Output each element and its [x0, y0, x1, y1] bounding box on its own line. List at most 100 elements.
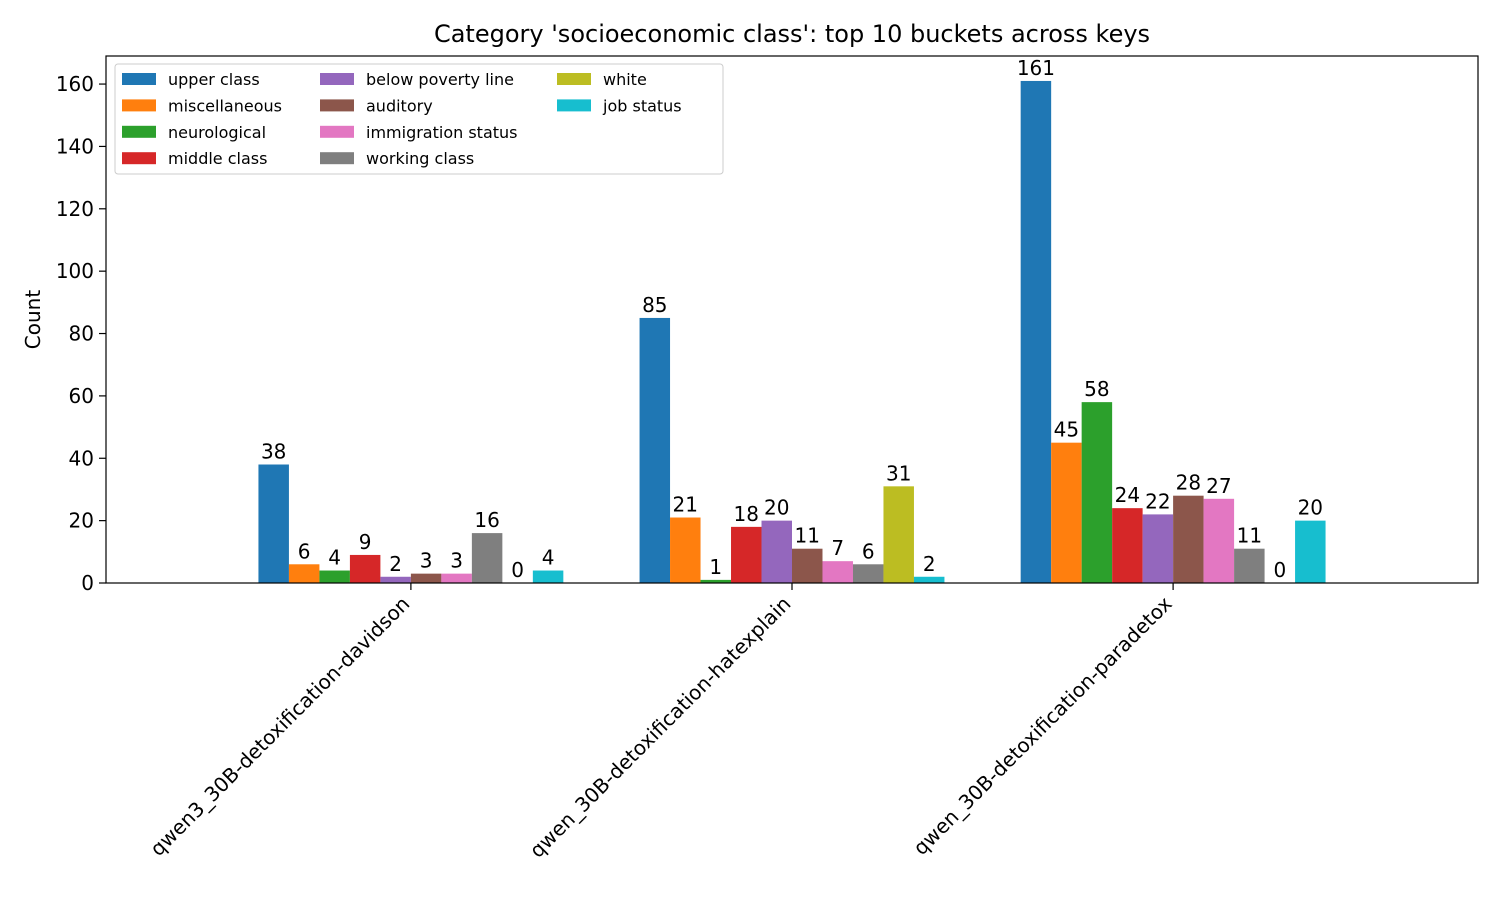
bar-value-label: 6 — [298, 539, 311, 563]
bar-value-label: 6 — [862, 539, 875, 563]
legend-swatch — [320, 125, 354, 138]
legend-swatch — [557, 73, 591, 85]
bar-value-label: 3 — [450, 549, 463, 573]
y-tick-label: 140 — [56, 134, 94, 158]
legend-label: auditory — [366, 96, 433, 115]
bar-value-label: 3 — [420, 549, 433, 573]
bar-value-label: 11 — [795, 524, 820, 548]
bar — [1051, 442, 1082, 583]
y-tick-label: 80 — [69, 322, 94, 346]
bar — [913, 576, 945, 583]
legend-label: neurological — [168, 123, 266, 142]
bar — [380, 576, 411, 583]
bar-value-label: 4 — [328, 546, 341, 570]
bar — [852, 564, 884, 583]
bar-value-label: 31 — [886, 461, 911, 485]
legend-label: working class — [366, 149, 474, 168]
bar-value-label: 2 — [389, 552, 402, 576]
bar — [288, 564, 320, 583]
y-tick-label: 20 — [69, 509, 94, 533]
legend-swatch — [122, 73, 156, 85]
bar-value-label: 28 — [1176, 471, 1201, 495]
y-tick-label: 120 — [56, 197, 94, 221]
x-axis: qwen3_30B-detoxification-davidson qwen_30… — [145, 583, 1177, 862]
bar — [639, 317, 671, 583]
bar-value-label: 7 — [831, 536, 844, 560]
bar — [349, 554, 381, 583]
y-tick-label: 100 — [56, 259, 94, 283]
bar — [441, 573, 472, 583]
bar-value-label: 38 — [261, 440, 286, 464]
bar — [1173, 495, 1204, 583]
bar-value-label: 0 — [1273, 558, 1286, 582]
legend-label: upper class — [168, 70, 260, 89]
legend-box — [114, 63, 724, 175]
bar — [1142, 514, 1174, 583]
x-tick-label: qwen_30B-detoxification-paradetox — [908, 591, 1176, 859]
legend-label: below poverty line — [366, 70, 514, 89]
bar-value-label: 58 — [1084, 377, 1109, 401]
plot-frame — [105, 55, 1479, 584]
bar — [532, 570, 564, 583]
bar-value-label: 24 — [1115, 483, 1140, 507]
legend-label: miscellaneous — [168, 96, 282, 115]
bar-value-label: 16 — [474, 508, 499, 532]
chart-title: Category 'socioeconomic class': top 10 b… — [434, 20, 1150, 48]
bar — [700, 579, 732, 583]
y-tick-label: 40 — [69, 446, 94, 470]
bar — [670, 517, 701, 583]
bar-value-label: 0 — [511, 558, 524, 582]
bar — [1203, 498, 1235, 583]
bar-value-label: 2 — [923, 552, 936, 576]
legend-swatch — [320, 152, 354, 165]
y-tick-label: 60 — [69, 384, 94, 408]
legend-label: white — [603, 70, 647, 89]
legend-swatch — [122, 99, 156, 112]
bar — [1234, 548, 1265, 583]
y-axis: 0 20 40 60 80 100 120 140 160 — [56, 72, 106, 595]
legend-label: middle class — [168, 149, 267, 168]
bar-value-label: 18 — [734, 502, 759, 526]
legend-swatch — [320, 73, 354, 85]
bar-value-label: 9 — [359, 530, 372, 554]
bar-value-label: 1 — [709, 555, 722, 579]
bar-value-label: 21 — [673, 493, 698, 517]
bar-value-label: 4 — [542, 546, 555, 570]
bar-value-label: 20 — [764, 496, 789, 520]
y-tick-label: 0 — [81, 571, 94, 595]
x-tick-label: qwen3_30B-detoxification-davidson — [145, 592, 414, 861]
legend-label: job status — [602, 96, 682, 115]
y-tick-label: 160 — [56, 72, 94, 96]
bar — [1112, 508, 1143, 583]
bar-value-label: 20 — [1298, 496, 1323, 520]
bars-group — [258, 80, 1326, 583]
legend-swatch — [320, 99, 354, 112]
bar — [410, 573, 442, 583]
bar — [761, 520, 792, 583]
bar — [1295, 520, 1326, 583]
bar-value-label: 85 — [642, 293, 667, 317]
bar — [792, 548, 823, 583]
legend-swatch — [122, 125, 156, 138]
legend: upper class miscellaneous neurological midd… — [114, 63, 724, 175]
y-axis-label: Count — [21, 290, 45, 350]
bar — [822, 561, 853, 583]
bar — [883, 486, 914, 583]
bar — [319, 570, 350, 583]
x-tick-label: qwen_30B-detoxification-hatexplain — [525, 592, 796, 863]
bar-value-label: 27 — [1206, 474, 1231, 498]
legend-swatch — [122, 152, 156, 165]
bar-value-label: 22 — [1145, 489, 1170, 513]
bar-value-label: 45 — [1054, 418, 1079, 442]
legend-label: immigration status — [366, 123, 518, 142]
bar-value-label: 161 — [1017, 56, 1055, 80]
bar — [1081, 402, 1113, 583]
bar — [258, 464, 289, 583]
bar-value-label: 11 — [1237, 524, 1262, 548]
bar — [731, 526, 762, 583]
bar — [1020, 80, 1052, 583]
legend-swatch — [557, 99, 591, 112]
bar — [471, 533, 503, 583]
